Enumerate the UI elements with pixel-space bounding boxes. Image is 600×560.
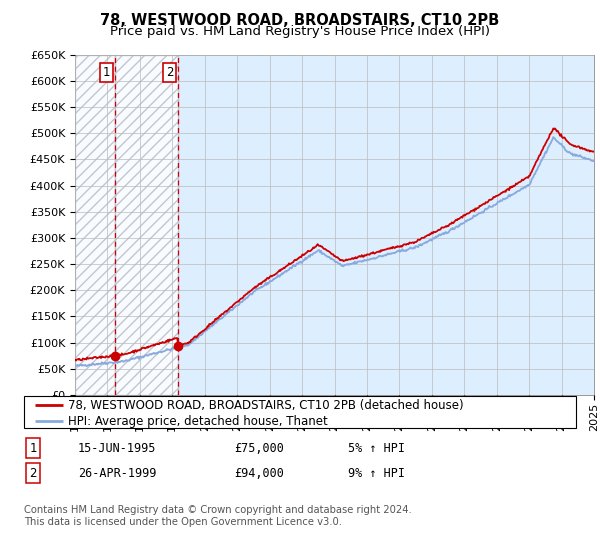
Text: £75,000: £75,000 — [234, 441, 284, 455]
Text: 15-JUN-1995: 15-JUN-1995 — [78, 441, 157, 455]
Text: 78, WESTWOOD ROAD, BROADSTAIRS, CT10 2PB: 78, WESTWOOD ROAD, BROADSTAIRS, CT10 2PB — [100, 13, 500, 28]
Text: £94,000: £94,000 — [234, 466, 284, 480]
Text: 1: 1 — [29, 441, 37, 455]
Text: Price paid vs. HM Land Registry's House Price Index (HPI): Price paid vs. HM Land Registry's House … — [110, 25, 490, 39]
Text: 2: 2 — [166, 66, 173, 78]
Text: 5% ↑ HPI: 5% ↑ HPI — [348, 441, 405, 455]
Text: 78, WESTWOOD ROAD, BROADSTAIRS, CT10 2PB (detached house): 78, WESTWOOD ROAD, BROADSTAIRS, CT10 2PB… — [68, 399, 464, 412]
Bar — [75, 55, 115, 395]
Bar — [115, 55, 178, 395]
Text: 1: 1 — [103, 66, 110, 78]
Text: Contains HM Land Registry data © Crown copyright and database right 2024.
This d: Contains HM Land Registry data © Crown c… — [24, 505, 412, 527]
Text: 26-APR-1999: 26-APR-1999 — [78, 466, 157, 480]
Text: 9% ↑ HPI: 9% ↑ HPI — [348, 466, 405, 480]
Text: 2: 2 — [29, 466, 37, 480]
Text: HPI: Average price, detached house, Thanet: HPI: Average price, detached house, Than… — [68, 415, 328, 428]
